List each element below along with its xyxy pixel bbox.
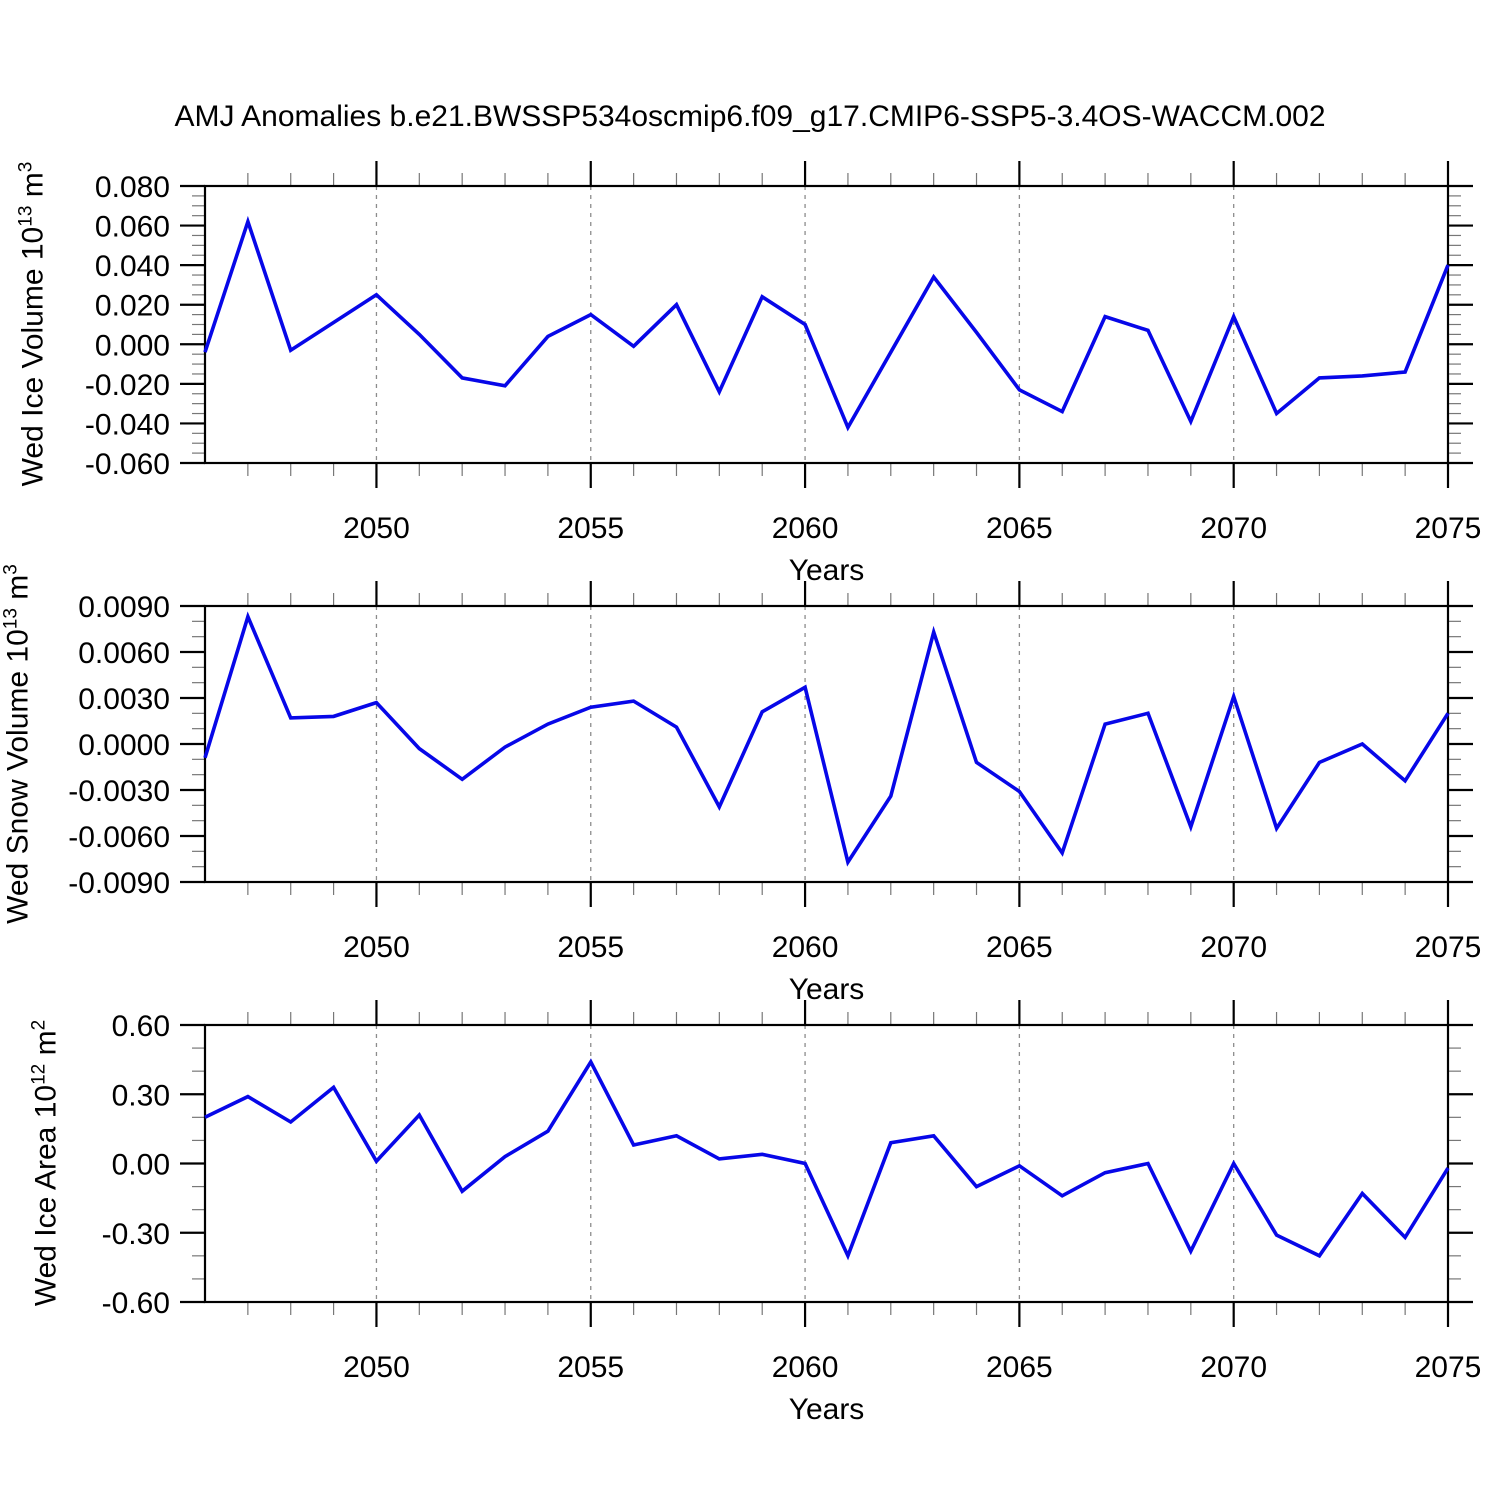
y-tick-label: -0.0060 bbox=[68, 821, 170, 854]
y-tick-label: 0.020 bbox=[95, 290, 170, 323]
x-tick-label: 2060 bbox=[772, 931, 839, 964]
y-axis-label-unit: m bbox=[16, 172, 50, 198]
y-axis-label-unit: m bbox=[1, 574, 35, 600]
y-tick-label: 0.0090 bbox=[78, 591, 170, 624]
y-tick-label: -0.60 bbox=[102, 1287, 170, 1320]
y-tick-label: 0.60 bbox=[112, 1010, 170, 1043]
y-axis-label-exponent: 12 bbox=[28, 1063, 50, 1085]
x-tick-label: 2050 bbox=[343, 512, 410, 545]
x-tick-label: 2055 bbox=[557, 931, 624, 964]
x-axis-title: Years bbox=[789, 1393, 865, 1426]
y-axis-label-text: Wed Ice Area 1012 m2 bbox=[29, 1020, 64, 1306]
x-tick-label: 2060 bbox=[772, 1351, 839, 1384]
y-axis-label-unit-exponent: 3 bbox=[0, 564, 22, 575]
y-axis-label-unit-exponent: 2 bbox=[28, 1019, 50, 1031]
y-axis-label-text: Wed Snow Volume 1013 m3 bbox=[1, 564, 36, 924]
x-tick-label: 2070 bbox=[1200, 512, 1267, 545]
y-axis-label-base: Wed Ice Volume 10 bbox=[16, 226, 50, 487]
y-axis-label-unit: m bbox=[29, 1030, 63, 1056]
x-tick-label: 2055 bbox=[557, 1351, 624, 1384]
y-axis-label-text: Wed Ice Volume 1013 m3 bbox=[16, 162, 51, 487]
plot-border bbox=[203, 604, 1450, 884]
y-tick-label: 0.0060 bbox=[78, 637, 170, 670]
y-tick-label: -0.040 bbox=[85, 408, 170, 441]
x-tick-label: 2075 bbox=[1415, 931, 1482, 964]
y-tick-label: 0.080 bbox=[95, 171, 170, 204]
y-axis-label-unit-exponent: 3 bbox=[15, 161, 37, 173]
y-tick-label: 0.30 bbox=[112, 1079, 170, 1112]
y-tick-label: -0.0030 bbox=[68, 775, 170, 808]
plot-border bbox=[203, 1023, 1450, 1304]
y-axis-label-exponent: 13 bbox=[0, 608, 22, 630]
y-tick-label: 0.0030 bbox=[78, 683, 170, 716]
y-axis-label-exponent: 13 bbox=[15, 205, 37, 227]
x-tick-label: 2060 bbox=[772, 512, 839, 545]
y-axis-label-base: Wed Snow Volume 10 bbox=[1, 629, 35, 924]
x-tick-label: 2050 bbox=[343, 1351, 410, 1384]
x-tick-label: 2065 bbox=[986, 931, 1053, 964]
y-tick-label: 0.060 bbox=[95, 211, 170, 244]
y-tick-label: 0.0000 bbox=[78, 729, 170, 762]
x-tick-label: 2075 bbox=[1415, 1351, 1482, 1384]
x-tick-label: 2055 bbox=[557, 512, 624, 545]
y-tick-label: 0.00 bbox=[112, 1149, 170, 1182]
x-axis-title: Years bbox=[789, 973, 865, 1006]
data-series-line bbox=[204, 1058, 1450, 1261]
figure-title: AMJ Anomalies b.e21.BWSSP534oscmip6.f09_… bbox=[174, 100, 1326, 133]
x-tick-label: 2070 bbox=[1200, 1351, 1267, 1384]
y-tick-label: 0.000 bbox=[95, 329, 170, 362]
x-tick-label: 2070 bbox=[1200, 931, 1267, 964]
y-tick-label: -0.0090 bbox=[68, 867, 170, 900]
data-series-line bbox=[203, 215, 1450, 432]
plot-border bbox=[203, 184, 1450, 465]
x-tick-label: 2050 bbox=[343, 931, 410, 964]
x-tick-label: 2075 bbox=[1415, 512, 1482, 545]
y-tick-label: -0.020 bbox=[85, 369, 170, 402]
y-axis-label-base: Wed Ice Area 10 bbox=[29, 1084, 63, 1307]
y-tick-label: -0.060 bbox=[85, 448, 170, 481]
x-tick-label: 2065 bbox=[986, 512, 1053, 545]
data-series-line bbox=[203, 611, 1450, 867]
y-tick-label: -0.30 bbox=[102, 1218, 170, 1251]
x-axis-title: Years bbox=[789, 554, 865, 587]
x-tick-label: 2065 bbox=[986, 1351, 1053, 1384]
y-tick-label: 0.040 bbox=[95, 250, 170, 283]
